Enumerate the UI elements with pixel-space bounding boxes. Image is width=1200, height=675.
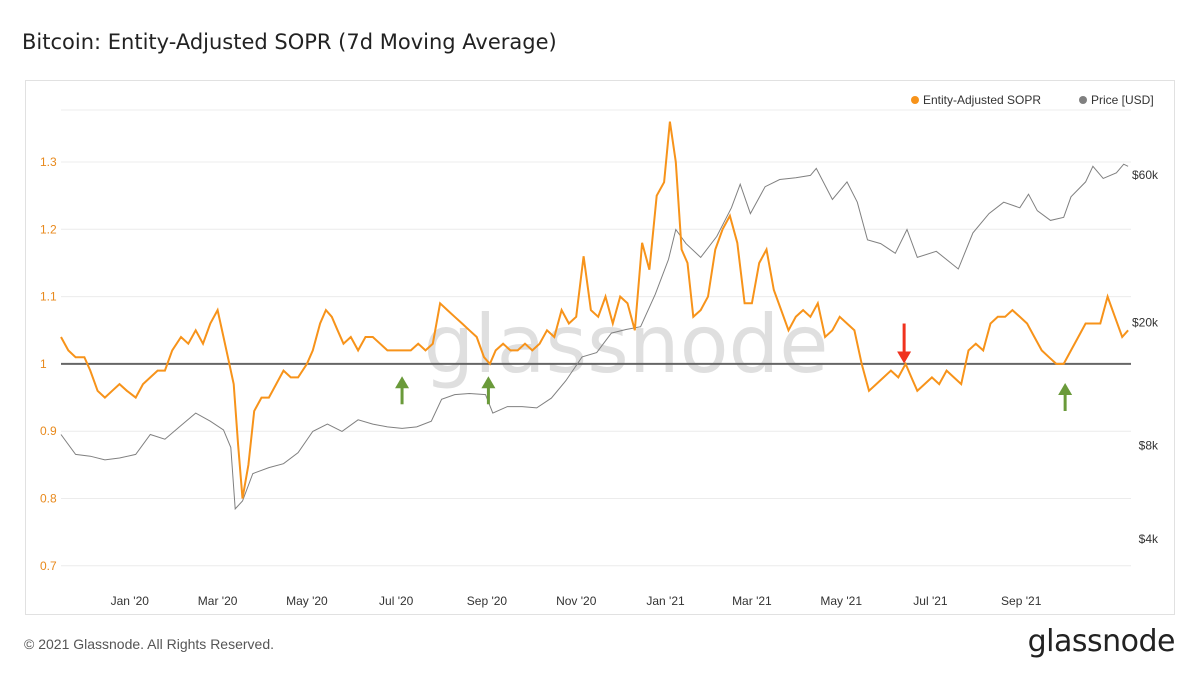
chart-title: Bitcoin: Entity-Adjusted SOPR (7d Moving…: [22, 30, 557, 54]
y-left-tick: 0.9: [40, 424, 57, 438]
x-tick: Jul '21: [913, 594, 948, 608]
y-left-tick: 1.2: [40, 222, 57, 236]
x-tick: Sep '21: [1001, 594, 1042, 608]
legend-sopr-label: Entity-Adjusted SOPR: [923, 93, 1041, 107]
legend-price-marker: [1079, 96, 1087, 104]
watermark: glassnode: [423, 298, 828, 391]
x-tick: Nov '20: [556, 594, 597, 608]
x-tick: Jul '20: [379, 594, 414, 608]
brand-logo: glassnode: [1027, 624, 1176, 659]
y-left-tick: 0.7: [40, 559, 57, 573]
legend: Entity-Adjusted SOPR Price [USD]: [911, 93, 1154, 107]
y-left-tick: 1.1: [40, 290, 57, 304]
price-line: [60, 163, 1129, 511]
y-left-tick: 1.3: [40, 155, 57, 169]
x-tick: Mar '21: [732, 594, 772, 608]
sopr-line: [60, 121, 1129, 499]
up-arrow-annotation: [395, 376, 410, 405]
chart-area: glassnode 0.7 0.8 0.9 1 1.1 1.2 1.3 $4k $8k $20k…: [25, 80, 1175, 615]
y-left-tick: 1: [40, 357, 47, 371]
x-tick: May '20: [286, 594, 328, 608]
y-right-tick: $20k: [1132, 316, 1159, 330]
footer-copyright: © 2021 Glassnode. All Rights Reserved.: [24, 636, 275, 652]
y-right-tick: $8k: [1139, 439, 1159, 453]
x-tick: May '21: [820, 594, 862, 608]
legend-price-label: Price [USD]: [1091, 93, 1154, 107]
x-tick: Jan '20: [111, 594, 150, 608]
y-right-tick: $4k: [1139, 532, 1159, 546]
y-right-tick: $60k: [1132, 168, 1159, 182]
x-tick: Mar '20: [198, 594, 238, 608]
down-arrow-annotation: [897, 323, 912, 364]
up-arrow-annotation: [1058, 383, 1073, 412]
up-arrow-annotation: [481, 376, 496, 405]
chart-svg: glassnode 0.7 0.8 0.9 1 1.1 1.2 1.3 $4k $8k $20k…: [40, 93, 1159, 608]
x-tick: Sep '20: [467, 594, 508, 608]
x-tick: Jan '21: [646, 594, 685, 608]
y-left-tick: 0.8: [40, 492, 57, 506]
legend-sopr-marker: [911, 96, 919, 104]
